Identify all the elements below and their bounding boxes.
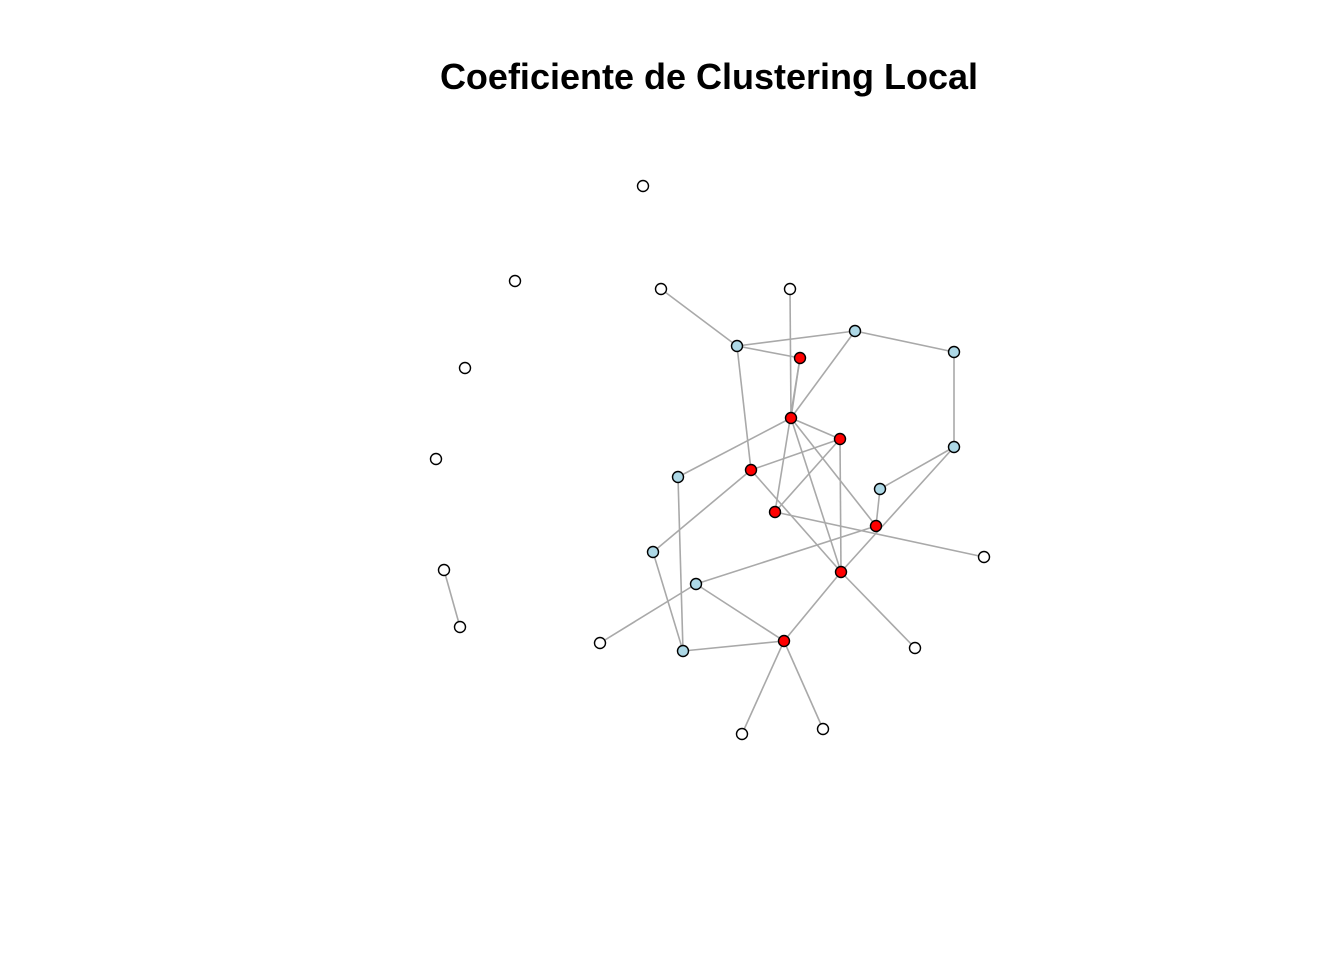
graph-edge	[652, 551, 684, 652]
graph-node-zero	[593, 636, 607, 650]
graph-node-mid	[671, 470, 685, 484]
graph-node-mid	[676, 644, 690, 658]
graph-edge	[736, 330, 856, 347]
graph-node-zero	[458, 361, 472, 375]
graph-node-mid	[730, 339, 744, 353]
graph-node-mid	[947, 345, 961, 359]
graph-edge	[652, 469, 752, 553]
graph-edge	[789, 288, 792, 419]
graph-edge	[790, 417, 877, 527]
graph-edge	[677, 417, 792, 478]
graph-node-high	[793, 351, 807, 365]
graph-node-high	[833, 432, 847, 446]
graph-edge	[783, 571, 842, 642]
graph-edge	[774, 438, 841, 513]
graph-node-zero	[453, 620, 467, 634]
graph-node-high	[777, 634, 791, 648]
graph-edge	[840, 571, 916, 649]
graph-node-zero	[735, 727, 749, 741]
graph-edge	[660, 288, 738, 347]
edge-layer	[443, 288, 985, 735]
graph-node-zero	[977, 550, 991, 564]
graph-edge	[839, 438, 842, 573]
graph-node-zero	[783, 282, 797, 296]
graph-edge	[750, 438, 841, 471]
graph-node-zero	[429, 452, 443, 466]
graph-node-mid	[947, 440, 961, 454]
graph-edge	[736, 345, 752, 471]
graph-node-zero	[437, 563, 451, 577]
graph-edge	[443, 569, 461, 628]
graph-edge	[879, 446, 955, 490]
graph-node-mid	[646, 545, 660, 559]
graph-node-high	[744, 463, 758, 477]
node-layer	[429, 179, 991, 741]
graph-edge	[840, 446, 955, 573]
graph-edge	[695, 583, 785, 642]
graph-edge	[736, 345, 801, 359]
graph-node-high	[834, 565, 848, 579]
graph-node-zero	[816, 722, 830, 736]
graph-edge	[875, 488, 881, 527]
graph-edge	[774, 511, 985, 558]
graph-node-mid	[873, 482, 887, 496]
graph-edge	[790, 330, 856, 419]
graph-node-zero	[654, 282, 668, 296]
plot-title: Coeficiente de Clustering Local	[439, 56, 979, 97]
graph-edge	[774, 357, 801, 513]
graph-node-high	[768, 505, 782, 519]
graph-node-mid	[848, 324, 862, 338]
graph-edge	[854, 330, 955, 353]
graph-edge	[682, 640, 785, 652]
graph-edge	[790, 417, 842, 573]
graph-edge	[783, 640, 824, 730]
graph-node-high	[784, 411, 798, 425]
graph-edge	[677, 476, 684, 652]
graph-node-high	[869, 519, 883, 533]
graph-node-zero	[636, 179, 650, 193]
graph-edge	[695, 525, 877, 585]
graph-edge	[741, 640, 785, 735]
graph-node-zero	[908, 641, 922, 655]
graph-edge	[750, 469, 842, 573]
graph-edge	[790, 417, 841, 440]
graph-node-zero	[508, 274, 522, 288]
graph-node-mid	[689, 577, 703, 591]
graph-edge	[599, 583, 697, 644]
